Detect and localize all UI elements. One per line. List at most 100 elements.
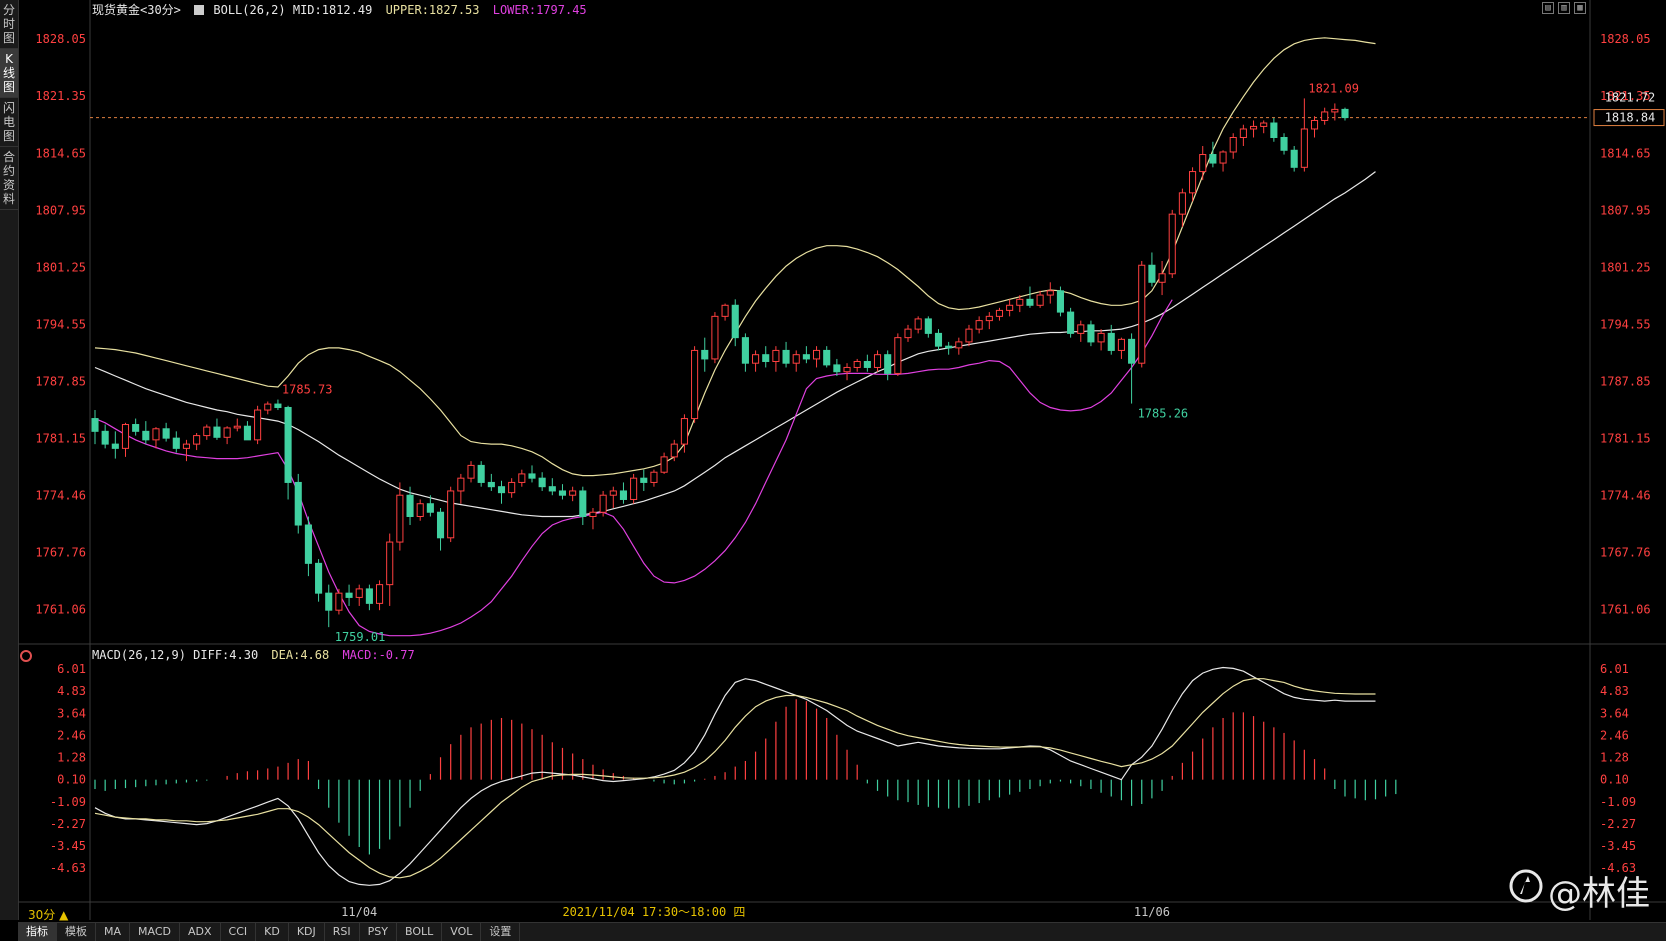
candle-body xyxy=(1036,294,1044,306)
macd-y-tick-right: -1.09 xyxy=(1600,795,1636,809)
candle-body xyxy=(91,418,99,432)
candle-body xyxy=(873,354,882,368)
watermark-text: @林佳 xyxy=(1548,874,1650,914)
indicator-settings-icon[interactable] xyxy=(20,650,32,662)
candle-body xyxy=(558,490,567,496)
candle-body xyxy=(1321,111,1329,121)
indicator-tab-0[interactable]: 指标 xyxy=(18,923,57,941)
candle-body xyxy=(101,430,109,445)
indicator-tab-10[interactable]: BOLL xyxy=(397,923,443,941)
zoom-icon[interactable]: ▥ xyxy=(1558,2,1570,14)
indicator-tab-12[interactable]: 设置 xyxy=(481,923,521,941)
indicator-tab-8[interactable]: RSI xyxy=(325,923,360,941)
indicator-tab-5[interactable]: CCI xyxy=(221,923,257,941)
macd-y-tick-right: 2.46 xyxy=(1600,729,1629,743)
candle-body xyxy=(1097,332,1105,343)
side-tab-char: 分 xyxy=(2,3,15,17)
side-tab-char: 约 xyxy=(2,164,15,178)
candle-body xyxy=(121,424,130,449)
price-annotation-low: 1785.26 xyxy=(1138,407,1189,421)
y-tick-right: 1761.06 xyxy=(1600,603,1651,617)
candle-body xyxy=(182,443,191,449)
candle-body xyxy=(955,341,963,349)
chart-canvas: 1828.05 1828.05 1821.35 1821.35 1814.65 1814.… xyxy=(18,0,1666,920)
macd-y-tick-left: -2.27 xyxy=(50,817,86,831)
side-tab-char: 图 xyxy=(2,80,15,94)
side-tab-3[interactable]: 合约资料 xyxy=(0,147,18,210)
indicator-tab-2[interactable]: MA xyxy=(96,923,131,941)
watermark-logo-icon xyxy=(1509,869,1543,903)
side-tab-0[interactable]: 分时图 xyxy=(0,0,18,49)
candle-body xyxy=(426,503,434,513)
candle-body xyxy=(243,425,251,441)
y-tick-left: 1787.85 xyxy=(35,375,86,389)
candle-body xyxy=(650,471,658,483)
candle-body xyxy=(894,337,902,374)
side-tab-char: 资 xyxy=(2,178,15,192)
candle-body xyxy=(1168,213,1176,275)
candle-body xyxy=(1128,338,1136,364)
candle-body xyxy=(619,490,628,500)
candle-body xyxy=(975,320,983,330)
layout-icon[interactable]: ▤ xyxy=(1542,2,1554,14)
candle-body xyxy=(660,456,668,473)
indicator-tab-3[interactable]: MACD xyxy=(130,923,180,941)
boll-icon[interactable] xyxy=(194,5,205,15)
y-tick-left: 1794.55 xyxy=(35,317,86,331)
candle-body xyxy=(884,354,892,374)
expand-icon[interactable]: ▦ xyxy=(1574,2,1586,14)
candle-body xyxy=(508,481,516,494)
y-tick-right: 1774.46 xyxy=(1600,489,1651,503)
candle-body xyxy=(802,354,810,360)
candle-body xyxy=(213,426,221,438)
candle-body xyxy=(1158,273,1166,283)
period-selector[interactable]: 30分 ▲ xyxy=(28,908,69,922)
side-tab-char: 图 xyxy=(2,31,15,45)
indicator-tab-7[interactable]: KDJ xyxy=(289,923,325,941)
side-tab-char: 料 xyxy=(2,192,15,206)
candle-body xyxy=(1026,298,1034,306)
candle-body xyxy=(1331,108,1339,113)
symbol-title: 现货黄金<30分> xyxy=(92,3,181,17)
macd-y-tick-left: 3.64 xyxy=(57,706,86,720)
candle-body xyxy=(264,403,272,411)
macd-y-tick-left: 1.28 xyxy=(57,751,86,765)
macd-y-tick-left: 6.01 xyxy=(57,662,86,676)
indicator-tab-9[interactable]: PSY xyxy=(360,923,397,941)
candle-body xyxy=(294,481,302,526)
indicator-tab-4[interactable]: ADX xyxy=(180,923,221,941)
candle-body xyxy=(152,428,160,441)
indicator-tab-6[interactable]: KD xyxy=(256,923,289,941)
side-tab-2[interactable]: 闪电图 xyxy=(0,98,18,147)
candle-body xyxy=(985,315,993,322)
indicator-tab-1[interactable]: 模板 xyxy=(57,923,96,941)
candle-body xyxy=(995,309,1004,317)
macd-diff-line xyxy=(94,666,1376,886)
indicator-tab-11[interactable]: VOL xyxy=(442,923,482,941)
candle-body xyxy=(1300,128,1308,168)
boll-mid-line xyxy=(94,171,1376,518)
candle-body xyxy=(1077,324,1085,334)
candle-body xyxy=(416,503,424,518)
side-tab-char: K xyxy=(5,52,13,66)
candle-body xyxy=(721,304,729,317)
candle-body xyxy=(863,360,871,368)
candle-body xyxy=(386,541,394,586)
boll-mid-value: MID:1812.49 xyxy=(292,3,373,17)
candle-body xyxy=(1341,108,1349,119)
candle-body xyxy=(1006,304,1014,311)
candle-body xyxy=(1178,192,1186,215)
candle-body xyxy=(142,430,150,441)
macd-y-tick-left: 2.46 xyxy=(57,729,86,743)
macd-y-tick-right: -2.27 xyxy=(1600,817,1636,831)
y-tick-right: 1814.65 xyxy=(1600,146,1651,160)
candle-body xyxy=(1260,122,1268,127)
candle-body xyxy=(1138,264,1146,364)
candle-body xyxy=(233,425,241,429)
candle-body xyxy=(467,464,475,479)
side-tab-char: 合 xyxy=(2,150,15,164)
candle-body xyxy=(497,486,506,494)
y-tick-right: 1828.05 xyxy=(1600,32,1651,46)
